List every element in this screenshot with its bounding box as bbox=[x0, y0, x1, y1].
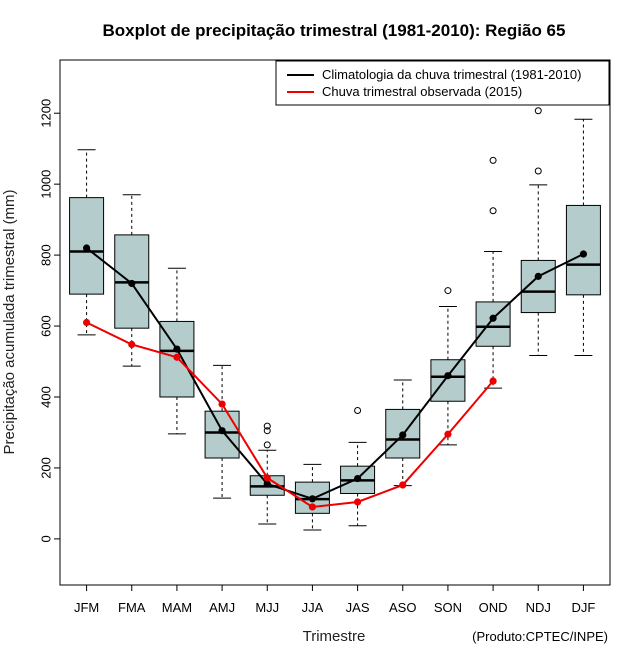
series-lines bbox=[82, 244, 588, 511]
x-tick-label: FMA bbox=[118, 600, 146, 615]
y-tick-label: 0 bbox=[39, 535, 54, 542]
x-tick-label: MAM bbox=[162, 600, 192, 615]
outlier-point bbox=[534, 107, 542, 115]
observed-point bbox=[489, 377, 497, 385]
outlier-point bbox=[489, 156, 497, 164]
box-ndj bbox=[520, 107, 556, 356]
observed-point bbox=[444, 430, 452, 438]
x-tick-label: OND bbox=[479, 600, 508, 615]
y-axis-title: Precipitação acumulada trimestral (mm) bbox=[1, 189, 18, 454]
observed-point bbox=[82, 318, 91, 327]
climatology-point bbox=[128, 279, 136, 288]
x-tick-label: MJJ bbox=[255, 600, 279, 615]
chart-title: Boxplot de precipitação trimestral (1981… bbox=[103, 21, 566, 40]
x-tick-label: NDJ bbox=[526, 600, 551, 615]
observed-point bbox=[128, 340, 136, 349]
box-ond bbox=[475, 156, 511, 389]
x-tick-label: JFM bbox=[74, 600, 99, 615]
y-tick-label: 200 bbox=[39, 457, 54, 479]
plot-frame bbox=[59, 59, 611, 586]
box-iqr bbox=[430, 359, 466, 402]
legend-frame bbox=[275, 60, 610, 106]
climatology-point bbox=[579, 250, 588, 258]
climatology-point bbox=[534, 272, 542, 280]
climatology-point bbox=[444, 372, 452, 380]
x-tick-label: SON bbox=[434, 600, 462, 615]
climatology-point bbox=[82, 244, 91, 252]
climatology-point bbox=[489, 314, 497, 322]
y-axis: 0 200 400 600 800 1000 1200 bbox=[39, 99, 60, 543]
box-amj bbox=[204, 364, 240, 499]
observed-point bbox=[399, 481, 407, 489]
outlier-point bbox=[354, 406, 362, 414]
box-jfm bbox=[69, 149, 105, 336]
outlier-point bbox=[444, 287, 452, 295]
observed-point bbox=[173, 353, 181, 361]
box-mjj bbox=[249, 422, 285, 525]
box-iqr bbox=[475, 301, 511, 347]
legend-label-observed: Chuva trimestral observada (2015) bbox=[322, 84, 522, 99]
outlier-point bbox=[489, 207, 497, 215]
observed-point bbox=[263, 474, 271, 482]
climatology-point bbox=[399, 431, 407, 439]
credit-text: (Produto:CPTEC/INPE) bbox=[472, 629, 608, 644]
climatology-point bbox=[308, 495, 317, 503]
legend-label-climatology: Climatologia da chuva trimestral (1981-2… bbox=[322, 67, 581, 82]
x-tick-label: AMJ bbox=[209, 600, 235, 615]
observed-point bbox=[308, 503, 317, 511]
box-djf bbox=[565, 118, 601, 356]
climatology-line bbox=[85, 247, 584, 500]
x-tick-label: ASO bbox=[389, 600, 416, 615]
climatology-point bbox=[263, 480, 271, 488]
observed-point bbox=[218, 400, 226, 408]
outlier-point bbox=[263, 427, 271, 435]
x-tick-label: JJA bbox=[302, 600, 324, 615]
y-tick-label: 800 bbox=[39, 244, 54, 266]
x-axis-title: Trimestre bbox=[303, 628, 366, 645]
climatology-point bbox=[218, 427, 226, 435]
climatology-point bbox=[353, 474, 362, 483]
observed-line bbox=[86, 321, 494, 508]
outlier-point bbox=[534, 167, 542, 175]
legend: Climatologia da chuva trimestral (1981-2… bbox=[275, 60, 610, 106]
outlier-point bbox=[263, 441, 271, 449]
climatology-point bbox=[173, 345, 181, 353]
x-tick-label: DJF bbox=[571, 600, 595, 615]
box-iqr bbox=[204, 410, 240, 459]
y-tick-label: 1200 bbox=[39, 99, 54, 128]
outlier-point bbox=[263, 422, 271, 430]
box-iqr bbox=[565, 204, 601, 296]
y-tick-label: 600 bbox=[39, 315, 54, 337]
y-tick-label: 400 bbox=[39, 386, 54, 408]
x-tick-label: JAS bbox=[346, 600, 370, 615]
observed-point bbox=[353, 498, 362, 506]
y-tick-label: 1000 bbox=[39, 170, 54, 199]
box-group bbox=[69, 107, 601, 531]
x-axis: JFM FMA MAM AMJ MJJ JJA JAS ASO SON OND NDJ DJF bbox=[74, 585, 595, 615]
